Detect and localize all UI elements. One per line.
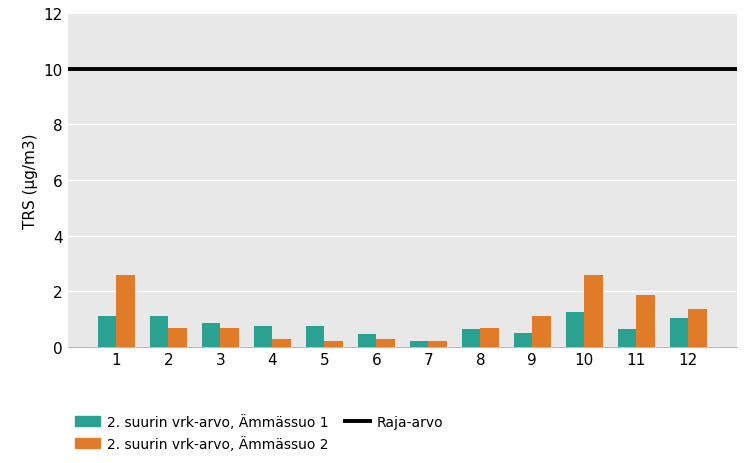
Bar [618,329,636,347]
Bar [220,328,238,347]
Bar [584,275,602,347]
Bar [117,275,135,347]
Y-axis label: TRS (μg/m3): TRS (μg/m3) [23,133,38,228]
Bar [202,324,220,347]
Bar [272,339,290,347]
Bar [688,310,707,347]
Bar [636,296,654,347]
Bar [514,333,532,347]
Bar [98,317,117,347]
Bar [376,339,395,347]
Bar [254,326,272,347]
Bar [532,317,550,347]
Bar [566,313,584,347]
Bar [358,335,376,347]
Bar [324,342,342,347]
Bar [306,326,324,347]
Bar [670,318,688,347]
Bar [462,329,481,347]
Bar [410,342,429,347]
Bar [429,342,447,347]
Bar [150,317,168,347]
Legend: 2. suurin vrk-arvo, Ämmässuo 1, 2. suurin vrk-arvo, Ämmässuo 2, Raja-arvo: 2. suurin vrk-arvo, Ämmässuo 1, 2. suuri… [74,414,444,451]
Bar [168,328,186,347]
Bar [481,328,499,347]
